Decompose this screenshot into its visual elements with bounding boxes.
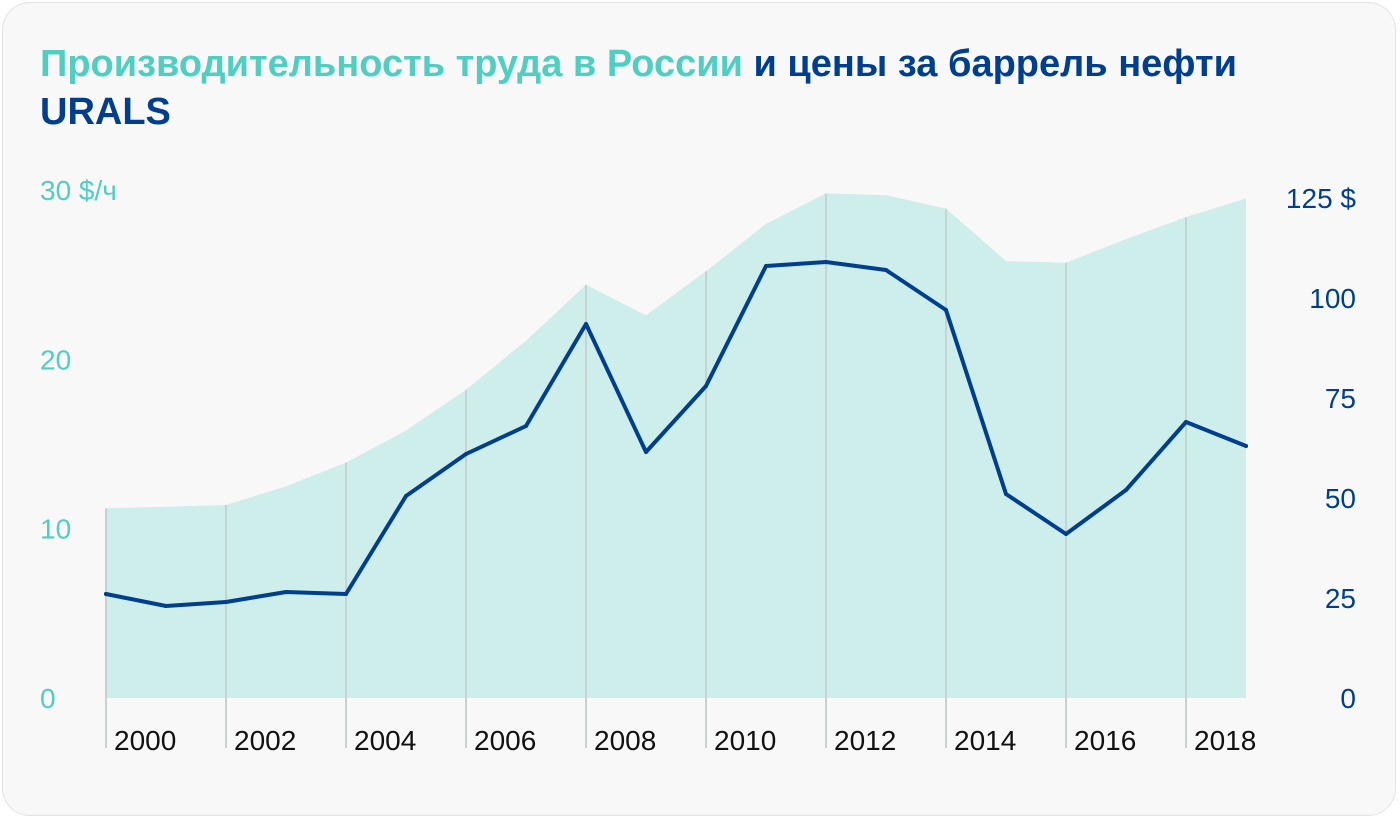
x-axis-tick-label: 2016 bbox=[1074, 725, 1136, 756]
oil-price-point bbox=[164, 604, 168, 608]
oil-price-point bbox=[944, 308, 948, 312]
x-axis-tick-label: 2002 bbox=[234, 725, 296, 756]
oil-price-point bbox=[764, 264, 768, 268]
productivity-area bbox=[106, 193, 1246, 698]
oil-price-point bbox=[584, 322, 588, 326]
title-oil-price: и цены за баррель нефти URALS bbox=[40, 43, 1237, 133]
right-axis-tick-label: 100 bbox=[1309, 283, 1356, 314]
x-axis-tick-label: 2004 bbox=[354, 725, 416, 756]
oil-price-point bbox=[884, 268, 888, 272]
x-axis-tick-label: 2012 bbox=[834, 725, 896, 756]
oil-price-point bbox=[224, 600, 228, 604]
oil-price-point bbox=[404, 494, 408, 498]
oil-price-point bbox=[644, 450, 648, 454]
right-axis-tick-label: 125 $ bbox=[1286, 183, 1356, 214]
right-axis-tick-label: 0 bbox=[1340, 683, 1356, 714]
x-axis-tick-label: 2018 bbox=[1194, 725, 1256, 756]
x-axis-tick-label: 2000 bbox=[114, 725, 176, 756]
oil-price-point bbox=[704, 384, 708, 388]
title-productivity: Производительность труда в России bbox=[40, 43, 743, 85]
left-axis-tick-label: 0 bbox=[40, 683, 56, 714]
oil-price-point bbox=[1004, 492, 1008, 496]
x-axis-tick-label: 2006 bbox=[474, 725, 536, 756]
right-axis-tick-label: 75 bbox=[1325, 383, 1356, 414]
oil-price-point bbox=[1064, 532, 1068, 536]
oil-price-point bbox=[1184, 420, 1188, 424]
left-axis-tick-label: 30 $/ч bbox=[40, 175, 117, 206]
oil-price-point bbox=[284, 590, 288, 594]
oil-price-point bbox=[824, 260, 828, 264]
right-axis-tick-label: 25 bbox=[1325, 583, 1356, 614]
x-axis-tick-label: 2010 bbox=[714, 725, 776, 756]
oil-price-point bbox=[464, 452, 468, 456]
oil-price-point bbox=[1124, 488, 1128, 492]
right-axis-tick-label: 50 bbox=[1325, 483, 1356, 514]
oil-price-point bbox=[1244, 444, 1248, 448]
oil-price-point bbox=[344, 592, 348, 596]
left-axis-tick-label: 20 bbox=[40, 344, 71, 375]
oil-price-point bbox=[104, 592, 108, 596]
x-axis-tick-label: 2014 bbox=[954, 725, 1016, 756]
left-axis-tick-label: 10 bbox=[40, 514, 71, 545]
chart-title: Производительность труда в России и цены… bbox=[40, 40, 1280, 136]
oil-price-point bbox=[524, 424, 528, 428]
x-axis-tick-label: 2008 bbox=[594, 725, 656, 756]
oil-price-line bbox=[104, 260, 1248, 608]
